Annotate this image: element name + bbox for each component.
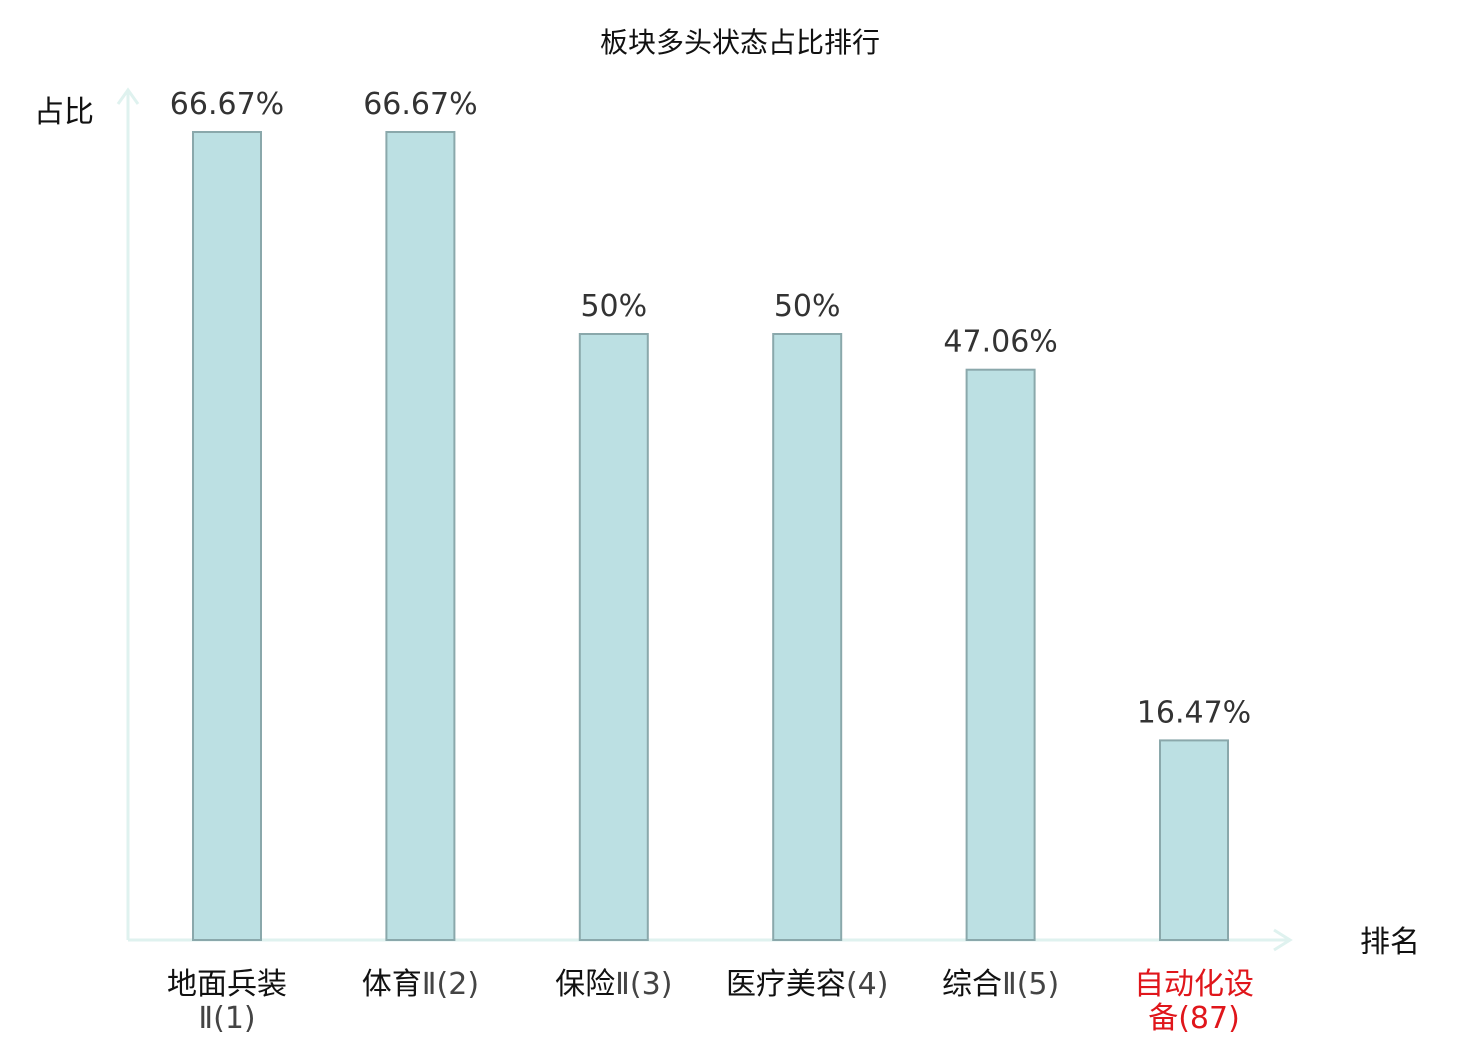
value-label-1: 66.67%	[170, 87, 284, 122]
value-labels-group: 66.67% 66.67% 50% 50% 47.06% 16.47%	[170, 87, 1251, 730]
bar-5	[965, 368, 1036, 941]
value-label-6: 16.47%	[1137, 695, 1251, 730]
value-label-3: 50%	[580, 289, 647, 324]
category-name-line-2: Ⅱ(1)	[198, 1001, 255, 1036]
category-rank: Ⅱ(1)	[198, 1001, 255, 1036]
category-name-rest: 备	[1148, 1001, 1178, 1036]
value-label-4: 50%	[774, 289, 841, 324]
category-name: 体育	[362, 967, 422, 1002]
bar-6	[1159, 739, 1229, 942]
category-label-1: 地面兵装 Ⅱ(1)	[167, 967, 287, 1036]
chart-title: 板块多头状态占比排行	[600, 26, 880, 59]
category-labels-group: 地面兵装 Ⅱ(1) 体育Ⅱ(2) 保险Ⅱ(3) 医疗美容(4) 综合Ⅱ(5) 自动化设备(8…	[167, 967, 1254, 1036]
category-label-2: 体育Ⅱ(2)	[362, 967, 479, 1002]
category-rank: Ⅱ(2)	[422, 967, 479, 1002]
category-rank: (4)	[846, 967, 889, 1002]
category-name: 综合	[942, 967, 1002, 1002]
category-label-3: 保险Ⅱ(3)	[555, 967, 672, 1002]
bar-4	[772, 333, 843, 941]
x-axis-arrow-icon	[1273, 928, 1293, 952]
category-rank: Ⅱ(5)	[1002, 967, 1059, 1002]
category-rank: Ⅱ(3)	[615, 967, 672, 1002]
category-rank: (87)	[1178, 1001, 1240, 1036]
y-axis-arrow-icon	[116, 87, 140, 105]
bar-1	[192, 131, 262, 941]
x-axis-label: 排名	[1360, 925, 1420, 960]
bars-group	[192, 131, 1229, 942]
category-name-line-2: 备(87)	[1148, 1001, 1240, 1036]
value-label-5: 47.06%	[943, 325, 1057, 360]
category-label-6: 自动化设备(87)	[1134, 967, 1254, 1036]
bar-3	[578, 333, 649, 941]
y-axis-label: 占比	[34, 95, 94, 130]
bar-2	[385, 131, 456, 941]
category-label-5: 综合Ⅱ(5)	[942, 967, 1059, 1002]
category-name: 保险	[555, 967, 615, 1002]
category-name-line-1: 自动化设	[1134, 967, 1254, 1002]
category-label-4: 医疗美容(4)	[726, 967, 889, 1002]
value-label-2: 66.67%	[363, 87, 477, 122]
category-name-line-1: 地面兵装	[167, 967, 287, 1002]
category-name: 医疗美容	[726, 967, 846, 1002]
